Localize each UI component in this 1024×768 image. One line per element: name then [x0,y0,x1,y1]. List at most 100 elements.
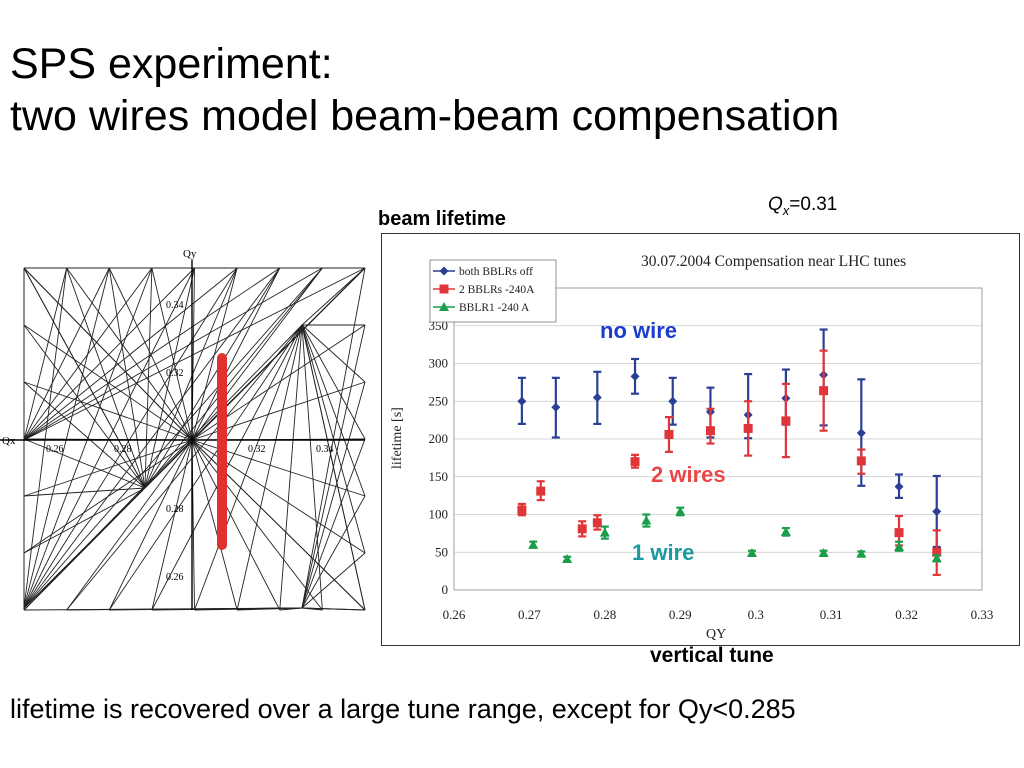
series-1 [517,349,942,576]
data-point-s1-p8 [781,416,791,426]
resonance-line-38 [279,324,303,611]
resonance-line-45 [301,324,366,497]
data-point-s1-p0 [517,505,527,515]
data-point-s0-p10 [894,482,904,492]
tune-y-tick-2: 0.32 [166,368,184,379]
resonance-line-94 [301,552,366,609]
resonance-line-44 [301,324,366,440]
resonance-line-114 [23,267,110,441]
tune-x-tick-3: 0.32 [248,444,266,455]
qx-subscript: x [782,202,790,218]
no-wire-label: no wire [600,318,678,343]
resonance-line-6 [151,267,193,441]
data-point-s1-p5 [664,429,674,439]
series-2 [528,506,942,564]
vertical-tune-label: vertical tune [650,644,774,667]
title-line-1: SPS experiment: [10,40,333,88]
resonance-line-33 [66,324,303,611]
y-tick-label-0: 0 [442,582,449,597]
title-line-2: two wires model beam-beam compensation [10,92,840,140]
data-point-s2-p6 [780,526,791,536]
resonance-line-93 [301,495,366,609]
data-point-s2-p10 [931,553,942,563]
resonance-line-36 [194,324,303,611]
resonance-line-115 [23,267,153,441]
lifetime-chart: 05010015020025030035040 0.260.270.280.29… [381,233,1020,646]
chart-legend: both BBLRs off 2 BBLRs -240A BBLR1 -240 A [429,259,557,323]
data-point-s1-p9 [819,386,829,396]
data-point-s2-p2 [599,527,610,537]
resonance-line-117 [23,267,238,441]
resonance-line-53 [144,267,238,489]
resonance-line-68 [23,267,195,609]
resonance-line-90 [301,324,366,609]
tune-axis-qx: Qx [2,435,16,447]
conclusion-text: lifetime is recovered over a large tune … [10,694,796,724]
x-tick-label-3: 0.29 [669,607,692,622]
resonance-line-85 [237,607,303,611]
resonance-line-91 [301,381,366,609]
qx-annotation: Qx=0.31 [768,194,837,218]
one-wire-label: 1 wire [632,540,695,565]
resonance-line-32 [23,324,303,611]
y-tick-label-2: 100 [429,507,449,522]
resonance-line-51 [144,267,153,489]
data-point-s1-p3 [592,518,602,528]
data-point-s1-p6 [705,426,715,436]
legend-marker-0 [439,266,449,276]
data-point-s2-p9 [894,541,905,551]
resonance-line-58 [23,324,146,489]
x-tick-label-1: 0.27 [518,607,541,622]
qx-symbol: Q [768,194,783,215]
beam-lifetime-label: beam lifetime [378,208,506,230]
resonance-lines [23,267,366,611]
tune-resonance-diagram: Qy Qx 0.26 0.28 0.32 0.34 0.34 0.32 0.28… [0,248,366,611]
resonance-line-11 [191,439,238,611]
data-point-s1-p7 [743,423,753,433]
data-point-s0-p4 [668,396,678,406]
y-tick-label-5: 250 [429,393,449,408]
resonance-line-118 [23,267,281,441]
resonance-line-37 [236,324,303,611]
data-point-s2-p7 [818,548,829,558]
legend-marker-2 [439,302,449,311]
resonance-line-72 [23,267,366,609]
tune-x-tick-4: 0.34 [316,444,334,455]
tune-y-tick-4: 0.26 [166,572,184,583]
resonance-line-26 [23,439,193,497]
resonance-line-95 [301,607,366,611]
two-wires-label: 2 wires [651,462,726,487]
x-tick-label-7: 0.33 [971,607,994,622]
resonance-line-34 [108,324,303,611]
tune-y-tick-3: 0.28 [166,504,184,515]
qx-value: =0.31 [789,194,838,215]
tune-x-tick-1: 0.26 [46,444,64,455]
resonance-line-49 [66,267,146,489]
chart-title: 30.07.2004 Compensation near LHC tunes [641,253,906,270]
data-point-s2-p4 [675,506,686,516]
data-point-s2-p5 [746,548,757,558]
legend-label-0: both BBLRs off [459,266,533,278]
resonance-line-66 [23,267,110,609]
data-point-s1-p12 [932,547,942,557]
y-tick-label-4: 200 [429,431,449,446]
resonance-line-86 [279,607,303,611]
resonance-line-14 [191,267,323,441]
slide-title: SPS experiment: two wires model beam-bea… [10,38,839,142]
legend-label-2: BBLR1 -240 A [459,302,530,314]
resonance-line-22 [23,381,193,441]
resonance-line-62 [23,487,146,554]
data-point-s0-p11 [932,506,942,516]
y-tick-label-3: 150 [429,469,449,484]
data-point-s1-p10 [856,456,866,466]
y-tick-label-1: 50 [435,544,448,559]
resonance-line-3 [66,439,193,611]
resonance-line-18 [23,267,193,441]
chart-grid [454,325,982,553]
data-point-s2-p1 [562,554,573,564]
resonance-line-92 [301,438,366,609]
resonance-line-61 [23,487,146,497]
data-point-s0-p9 [856,428,866,438]
tune-x-tick-2: 0.28 [114,444,132,455]
x-tick-label-5: 0.31 [820,607,843,622]
